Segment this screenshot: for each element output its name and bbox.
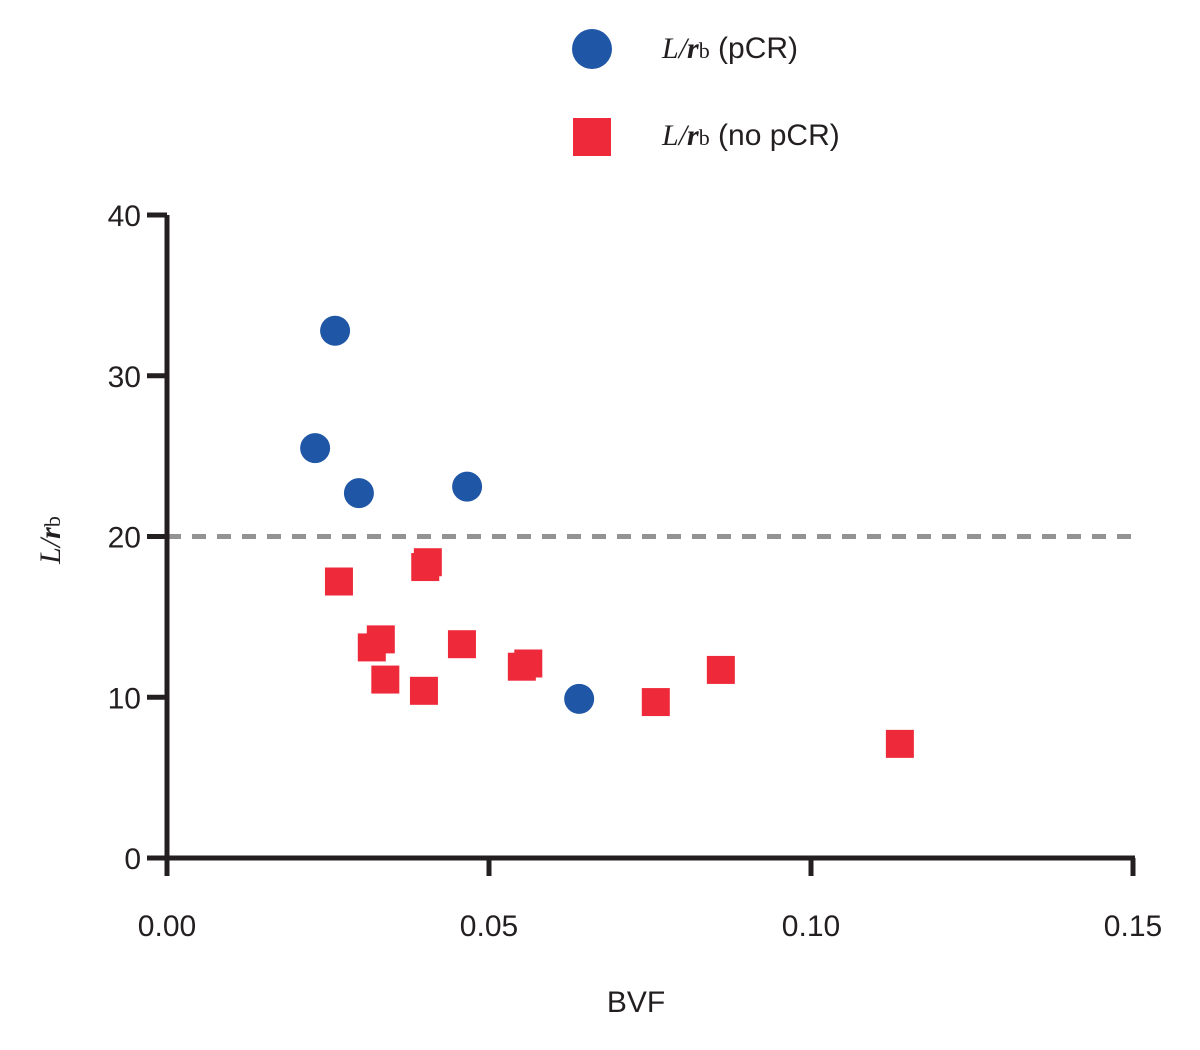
data-points <box>300 315 914 758</box>
data-point-no-pcr <box>413 548 442 577</box>
x-axis-label: BVF <box>607 986 665 1019</box>
data-point-no-pcr <box>371 665 400 694</box>
data-point-no-pcr <box>706 655 735 684</box>
data-point-pcr <box>320 315 351 346</box>
data-point-pcr <box>564 683 595 714</box>
y-tick-label: 0 <box>124 843 141 876</box>
legend-label-no-pcr: L/rb (no pCR) <box>661 119 840 152</box>
legend-marker-pcr <box>572 29 612 69</box>
data-point-pcr <box>300 433 331 464</box>
data-point-pcr <box>343 478 374 509</box>
x-tick-label: 0.15 <box>1104 910 1162 943</box>
tick-labels: 0 10 20 30 40 0.00 0.05 0.10 0.15 <box>108 200 1163 943</box>
data-point-no-pcr <box>514 649 543 678</box>
data-point-pcr <box>452 471 483 502</box>
axes <box>147 212 1136 876</box>
legend: L/rb (pCR) L/rb (no pCR) <box>572 29 840 156</box>
y-tick-label: 30 <box>108 361 141 394</box>
x-tick-label: 0.10 <box>782 910 840 943</box>
x-tick-label: 0.00 <box>138 910 196 943</box>
data-point-no-pcr <box>366 625 395 654</box>
y-tick-label: 10 <box>108 682 141 715</box>
y-tick-label: 20 <box>108 522 141 555</box>
data-point-no-pcr <box>447 630 476 659</box>
data-point-no-pcr <box>324 567 353 596</box>
data-point-no-pcr <box>885 729 914 758</box>
legend-label-pcr: L/rb (pCR) <box>661 32 798 65</box>
x-tick-label: 0.05 <box>460 910 518 943</box>
y-axis-label: L/rb <box>34 516 67 565</box>
data-point-no-pcr <box>409 676 438 705</box>
legend-marker-no-pcr <box>573 118 611 156</box>
y-tick-label: 40 <box>108 200 141 233</box>
data-point-no-pcr <box>641 688 670 717</box>
